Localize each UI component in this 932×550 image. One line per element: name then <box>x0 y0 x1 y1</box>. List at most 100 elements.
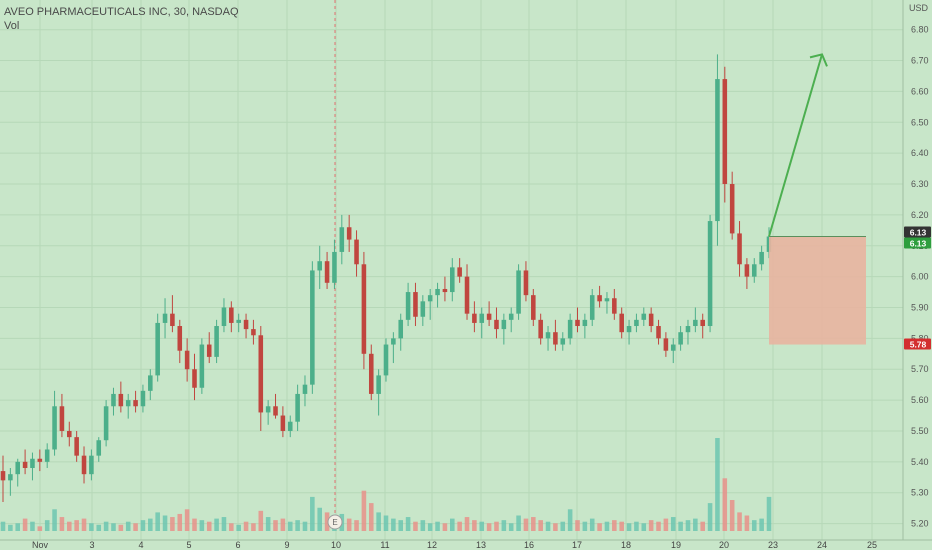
candle-body <box>125 400 131 407</box>
x-axis-panel <box>0 540 932 550</box>
candle-body <box>670 344 676 351</box>
earnings-event-marker[interactable]: E <box>327 514 343 530</box>
volume-bar <box>155 512 160 531</box>
x-tick-label: 3 <box>89 540 94 550</box>
candle-body <box>37 458 43 462</box>
volume-bar <box>302 521 308 531</box>
volume-bar <box>59 517 65 531</box>
volume-bar <box>707 503 713 531</box>
candle-body <box>641 313 647 320</box>
volume-bar <box>162 515 168 531</box>
candle-body <box>251 329 256 336</box>
volume-bar <box>243 521 249 531</box>
x-tick-label: 11 <box>380 540 389 550</box>
candle-body <box>96 440 102 456</box>
candle-body <box>538 319 543 339</box>
volume-bar <box>118 524 124 531</box>
volume-bar <box>361 490 367 531</box>
x-tick-label: 5 <box>186 540 191 550</box>
x-tick-label: 4 <box>138 540 143 550</box>
x-tick-label: 10 <box>331 540 341 550</box>
stop-loss-zone <box>769 236 866 345</box>
volume-bar <box>30 521 35 531</box>
event-circle[interactable] <box>327 514 343 530</box>
volume-indicator-label[interactable]: Vol <box>4 20 20 32</box>
y-tick-label: 6.20 <box>911 210 929 220</box>
volume-bar <box>472 520 477 531</box>
candle-body <box>229 307 234 323</box>
volume-bar <box>89 523 94 531</box>
candle-body <box>376 375 381 394</box>
volume-bar <box>140 520 146 531</box>
candle-body <box>133 400 138 407</box>
volume-bar <box>435 521 440 531</box>
volume-bar <box>744 515 750 531</box>
volume-bar <box>501 520 507 531</box>
volume-bar <box>759 518 764 531</box>
candle-body <box>693 319 698 327</box>
y-axis-panel <box>903 0 932 550</box>
candle-body <box>398 319 404 339</box>
candle-body <box>44 449 50 462</box>
volume-bar <box>450 518 455 531</box>
price-label-badge <box>904 237 931 249</box>
volume-bar <box>148 518 153 531</box>
volume-bar <box>236 524 241 531</box>
volume-bar <box>295 520 300 531</box>
volume-bar <box>678 521 683 531</box>
candle-body <box>589 295 595 320</box>
volume-bar <box>464 517 470 531</box>
volume-bar <box>192 518 197 531</box>
candle-body <box>155 322 160 376</box>
candle-body <box>553 332 558 345</box>
volume-bar <box>0 521 6 531</box>
volume-bar <box>413 521 418 531</box>
x-tick-label: 20 <box>719 540 729 550</box>
volume-bar <box>346 518 352 531</box>
volume-bar <box>368 503 374 531</box>
x-axis: Nov 3 4 5 6 9 10 11 12 13 16 17 18 19 20 23 24 25 <box>0 539 932 550</box>
candle-body <box>236 319 241 323</box>
volume-bar <box>81 518 87 531</box>
x-tick-label: 19 <box>671 540 681 550</box>
price-label-text: 6.13 <box>910 239 927 249</box>
candle-body <box>413 292 418 317</box>
y-tick-label: 6.30 <box>911 179 929 189</box>
candle-body <box>148 375 153 391</box>
volume-bar <box>494 521 499 531</box>
x-tick-label: 12 <box>427 540 437 550</box>
candle-body <box>310 270 315 385</box>
candle-body <box>523 270 529 296</box>
volume-bar <box>44 520 50 531</box>
candle-body <box>435 288 440 296</box>
y-tick-label: 5.70 <box>911 364 929 374</box>
candle-body <box>678 332 683 345</box>
candle-body <box>368 353 374 394</box>
volume-bar <box>523 518 529 531</box>
candle-body <box>111 393 116 407</box>
candle-body <box>0 471 6 481</box>
volume-bar <box>265 517 271 531</box>
y-tick-label: 5.40 <box>911 457 929 467</box>
candle-body <box>295 393 300 422</box>
candle-body <box>52 406 57 450</box>
candle-body <box>81 455 87 475</box>
candle-body <box>8 474 13 481</box>
y-tick-label: 5.80 <box>911 333 929 343</box>
x-tick-label: 23 <box>768 540 778 550</box>
candle-body <box>501 319 507 330</box>
volume-bar <box>634 521 639 531</box>
volume-bar <box>545 521 551 531</box>
candle-body <box>634 319 639 327</box>
volume-bar <box>641 523 647 531</box>
volume-bar <box>354 520 359 531</box>
candle-body <box>508 313 514 320</box>
candle-body <box>170 313 175 327</box>
symbol-title[interactable]: AVEO PHARMACEUTICALS INC, 30, NASDAQ <box>4 6 239 18</box>
candle-body <box>531 295 536 320</box>
candle-body <box>494 319 499 330</box>
volume-bar <box>656 521 661 531</box>
candle-body <box>258 335 264 413</box>
candle-body <box>118 393 124 407</box>
